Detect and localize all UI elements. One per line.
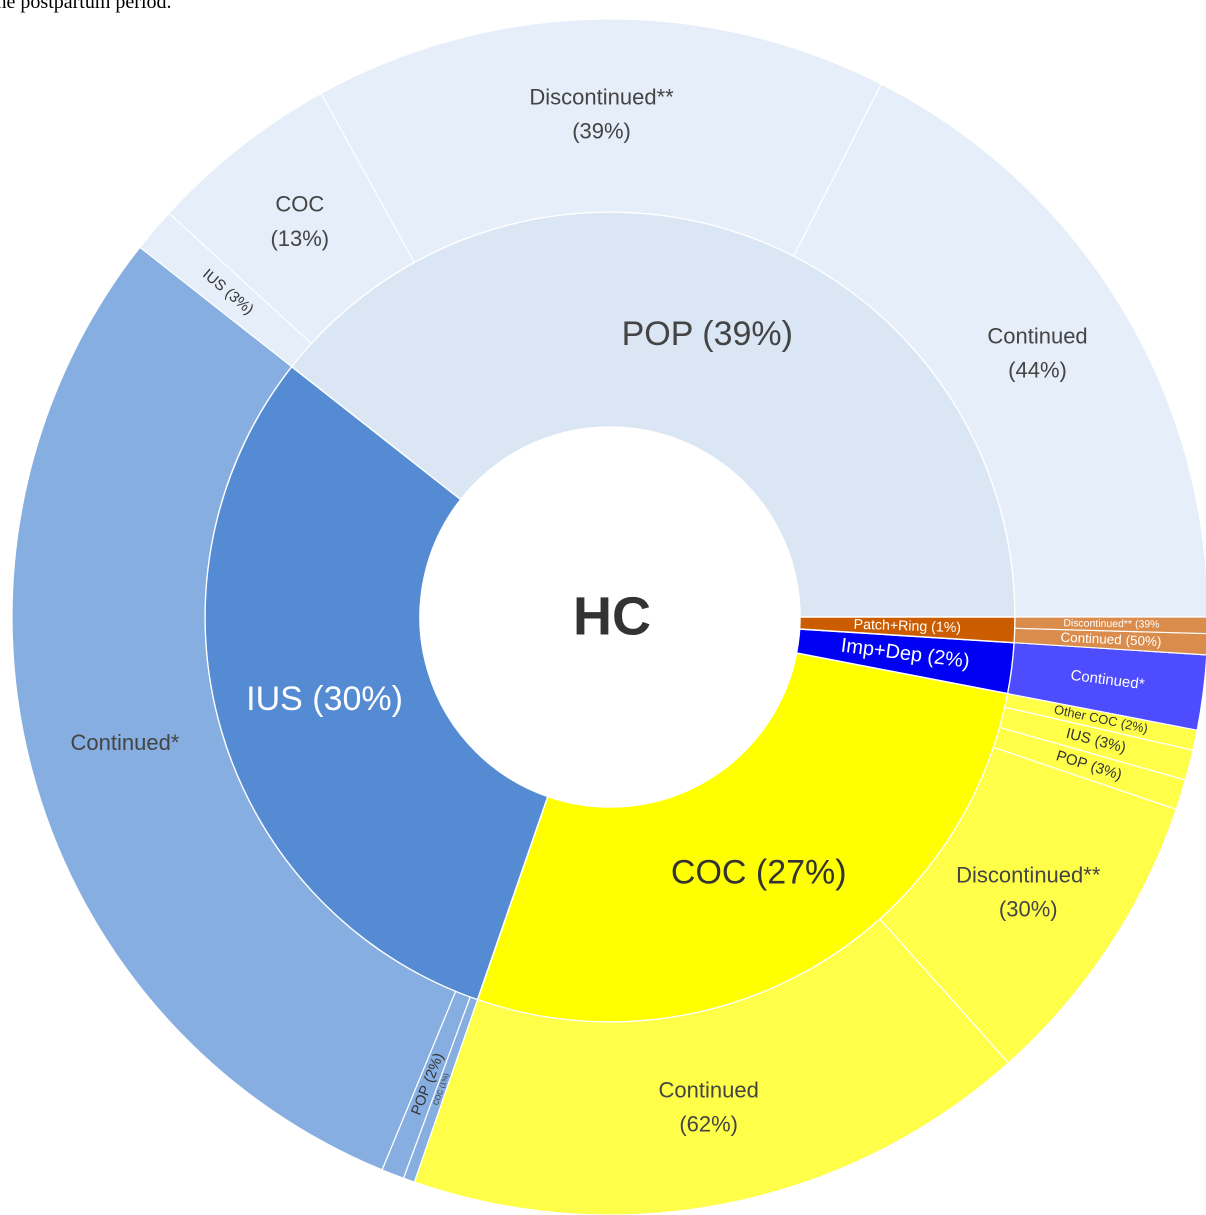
slice-label: Discontinued** xyxy=(529,84,674,109)
label-part: Discontinued** xyxy=(1063,618,1132,630)
label-part: Patch+Ring (1%) xyxy=(853,616,961,635)
label-part: (50%) xyxy=(1125,632,1161,649)
slice-label: COC (27%) xyxy=(671,854,847,892)
rings: Continued (44%) Discontinued** (39%) COC (13%… xyxy=(11,18,1206,1215)
slice-label: Continued* xyxy=(71,730,180,755)
outer-wedge xyxy=(1014,616,1206,635)
slice-label: (30%) xyxy=(999,897,1058,922)
slice-label: Discontinued** (39% xyxy=(1063,618,1159,630)
slice-label: Patch+Ring (1%) xyxy=(853,616,961,635)
label-part: IUS xyxy=(1064,725,1092,748)
slice-label: (39%) xyxy=(572,118,631,143)
outer-wedge xyxy=(320,18,883,264)
label-part: (2%) xyxy=(1120,716,1150,736)
slice-label: POP (39%) xyxy=(622,315,793,353)
caption: the postpartum period. xyxy=(0,0,172,13)
outer-wedge xyxy=(11,246,457,1171)
slice-label: (62%) xyxy=(679,1112,738,1137)
label-part: Continued xyxy=(1060,629,1122,647)
outer-wedge xyxy=(792,83,1206,618)
slice-label: Discontinued** xyxy=(956,862,1101,887)
slice-label: (13%) xyxy=(270,226,329,251)
slice-label: (44%) xyxy=(1008,358,1067,383)
center-label: HC xyxy=(573,586,651,646)
slice-label: Continued xyxy=(659,1077,759,1102)
label-part: (39% xyxy=(1135,619,1160,630)
slice-label: IUS (30%) xyxy=(246,680,403,718)
slice-label: Continued xyxy=(987,324,1087,349)
slice-label: Continued (50%) xyxy=(1060,629,1161,649)
slice-label: COC xyxy=(275,192,324,217)
center-hole xyxy=(420,427,800,807)
